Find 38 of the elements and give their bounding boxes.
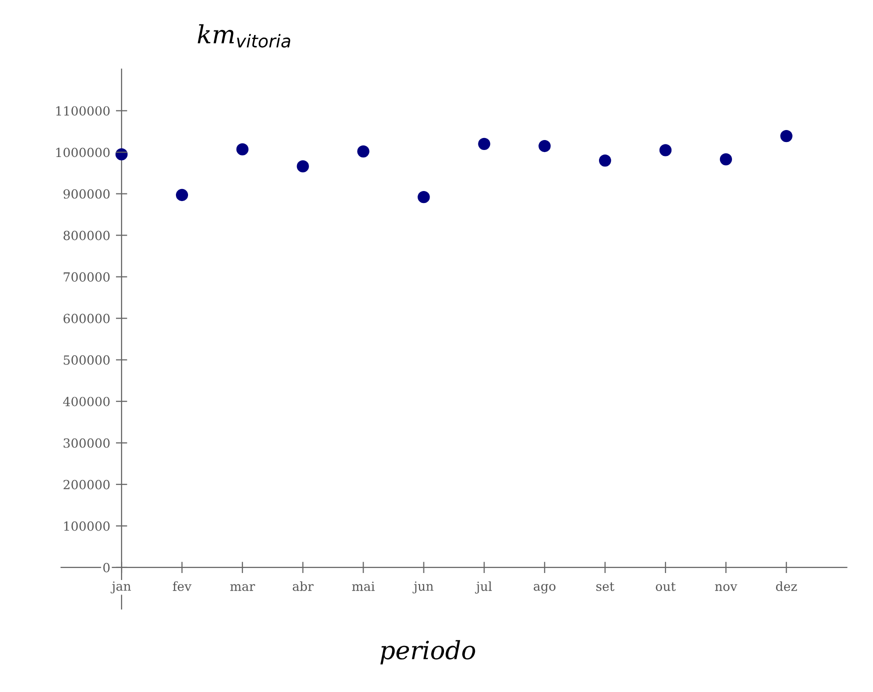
y-tick-label: 1000000 [56,148,110,158]
x-tick-label: out [656,582,676,592]
point [720,153,732,166]
point [176,188,188,202]
y-tick-label: 600000 [64,314,110,324]
x-tick-label: dez [776,581,797,592]
x-tick-label: abr [292,581,314,592]
x-axis-title: periodo [380,640,476,664]
x-tick-label: jul [475,581,492,594]
point [659,144,672,156]
y-tick-label: 1100000 [56,106,110,116]
x-tick-label: jan [110,581,131,594]
x-tick-label: ago [534,584,556,594]
point [115,148,128,160]
point [357,145,370,158]
point [780,130,792,142]
y-axis-title: km$_{vitoria}$ [198,24,290,48]
x-tick-label: set [596,582,614,592]
x-tick-label: jun [412,581,434,594]
y-tick-label: 900000 [64,189,110,199]
x-tick-label: mar [230,584,256,592]
point [418,191,430,204]
y-tick-label: 100000 [64,521,110,531]
y-tick-label: 700000 [64,272,110,282]
y-tick-label: 400000 [63,396,110,406]
point [236,143,248,156]
y-tick-label: 500000 [64,355,110,365]
x-tick-label: mai [352,582,375,592]
point [296,160,309,172]
point [478,138,490,150]
x-tick-label: fev [172,581,192,592]
y-tick-label: 300000 [64,438,110,448]
y-tick-label: 0 [103,562,110,572]
y-tick-label: 200000 [64,480,110,490]
point [538,140,551,152]
x-tick-label: nov [715,584,738,592]
y-tick-label: 800000 [64,230,110,240]
point [598,154,612,167]
